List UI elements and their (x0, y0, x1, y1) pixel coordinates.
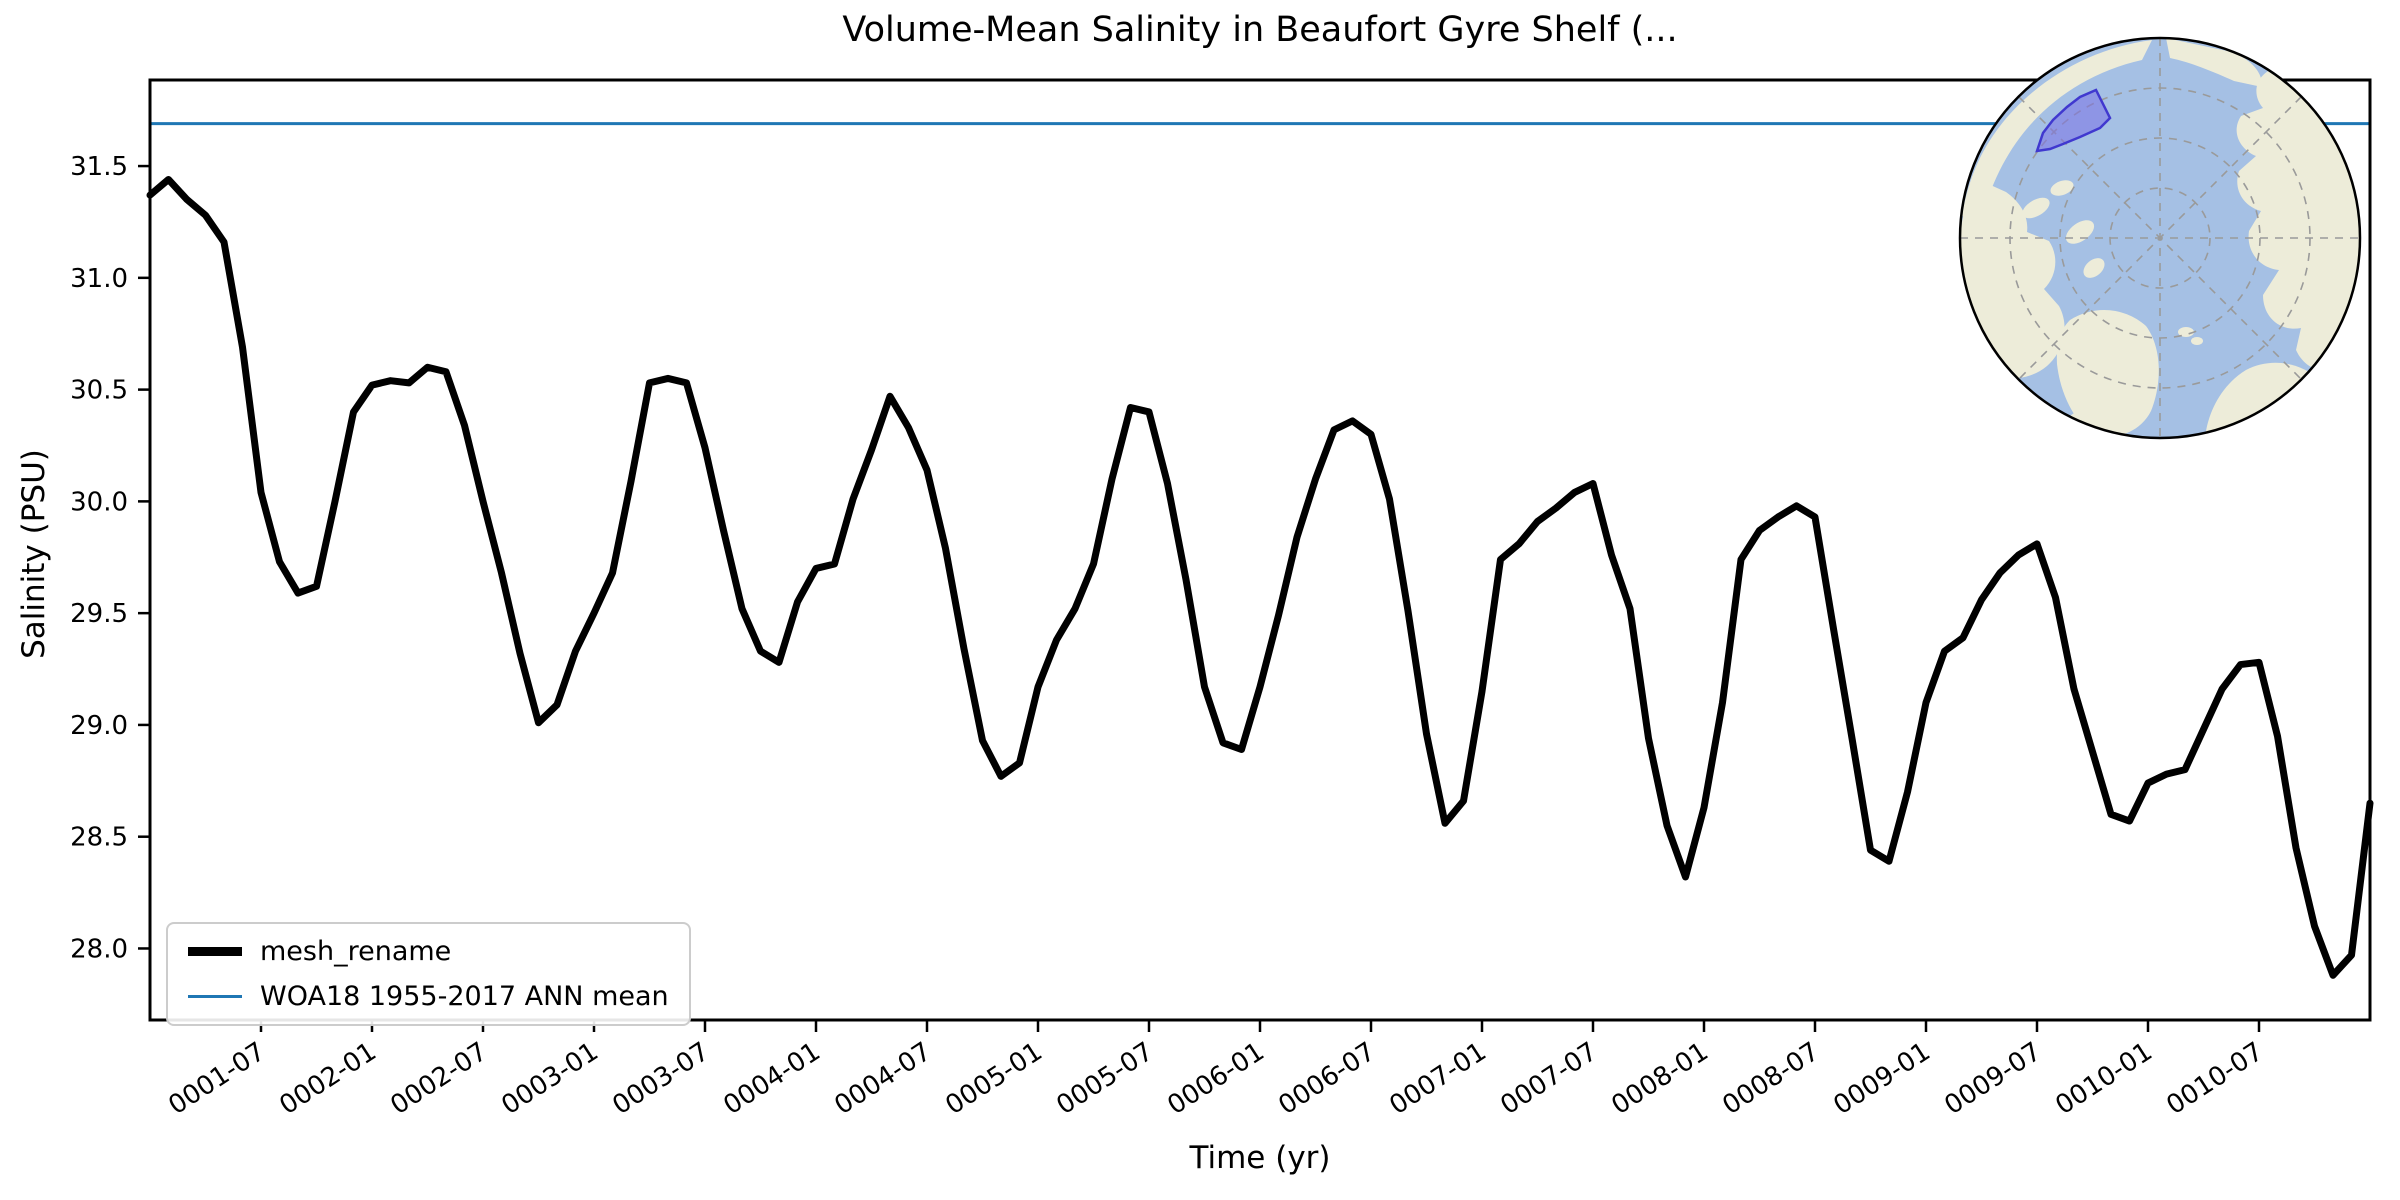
inset-map (1958, 36, 2362, 440)
map-landmasses (1960, 38, 2360, 438)
legend-line-sample-blue (188, 995, 242, 998)
x-tick-label: 0003-07 (607, 1037, 714, 1121)
x-tick-label: 0010-07 (2161, 1037, 2268, 1121)
x-tick-label: 0010-01 (2050, 1037, 2157, 1121)
x-tick-label: 0006-07 (1273, 1037, 1380, 1121)
x-tick-label: 0001-07 (163, 1037, 270, 1121)
chart-title: Volume-Mean Salinity in Beaufort Gyre Sh… (842, 10, 1678, 50)
legend-item-woa18: WOA18 1955-2017 ANN mean (188, 981, 669, 1012)
x-tick-label: 0006-01 (1162, 1037, 1269, 1121)
x-tick-label: 0007-07 (1495, 1037, 1602, 1121)
x-tick-label: 0009-01 (1828, 1037, 1935, 1121)
x-tick-label: 0002-01 (274, 1037, 381, 1121)
legend-item-mesh-rename: mesh_rename (188, 936, 669, 967)
map-border-circle (1958, 36, 2362, 440)
x-tick-label: 0009-07 (1939, 1037, 2046, 1121)
y-tick-label: 30.0 (70, 487, 128, 517)
y-tick-label: 28.5 (70, 823, 128, 853)
y-tick-label: 31.5 (70, 152, 128, 182)
x-tick-label: 0007-01 (1384, 1037, 1491, 1121)
y-tick-label: 29.0 (70, 711, 128, 741)
x-tick-label: 0004-01 (718, 1037, 825, 1121)
x-tick-label: 0005-07 (1051, 1037, 1158, 1121)
x-tick-label: 0003-01 (496, 1037, 603, 1121)
map-region-highlight-beaufort-shelf (2035, 88, 2112, 153)
x-tick-label: 0008-07 (1717, 1037, 1824, 1121)
x-tick-label: 0005-01 (940, 1037, 1047, 1121)
map-graticule (1960, 38, 2360, 438)
x-tick-label: 0002-07 (385, 1037, 492, 1121)
y-tick-label: 30.5 (70, 376, 128, 406)
salinity-data-line (146, 175, 2374, 979)
y-tick-label: 31.0 (70, 264, 128, 294)
x-axis-label: Time (yr) (1189, 1140, 1331, 1176)
legend-label: mesh_rename (260, 936, 452, 967)
legend-label: WOA18 1955-2017 ANN mean (260, 981, 669, 1012)
y-tick-label: 28.0 (70, 934, 128, 964)
y-tick-label: 29.5 (70, 599, 128, 629)
legend-line-sample-black (188, 947, 242, 956)
legend: mesh_rename WOA18 1955-2017 ANN mean (166, 922, 691, 1026)
x-tick-label: 0008-01 (1606, 1037, 1713, 1121)
x-tick-label: 0004-07 (829, 1037, 936, 1121)
